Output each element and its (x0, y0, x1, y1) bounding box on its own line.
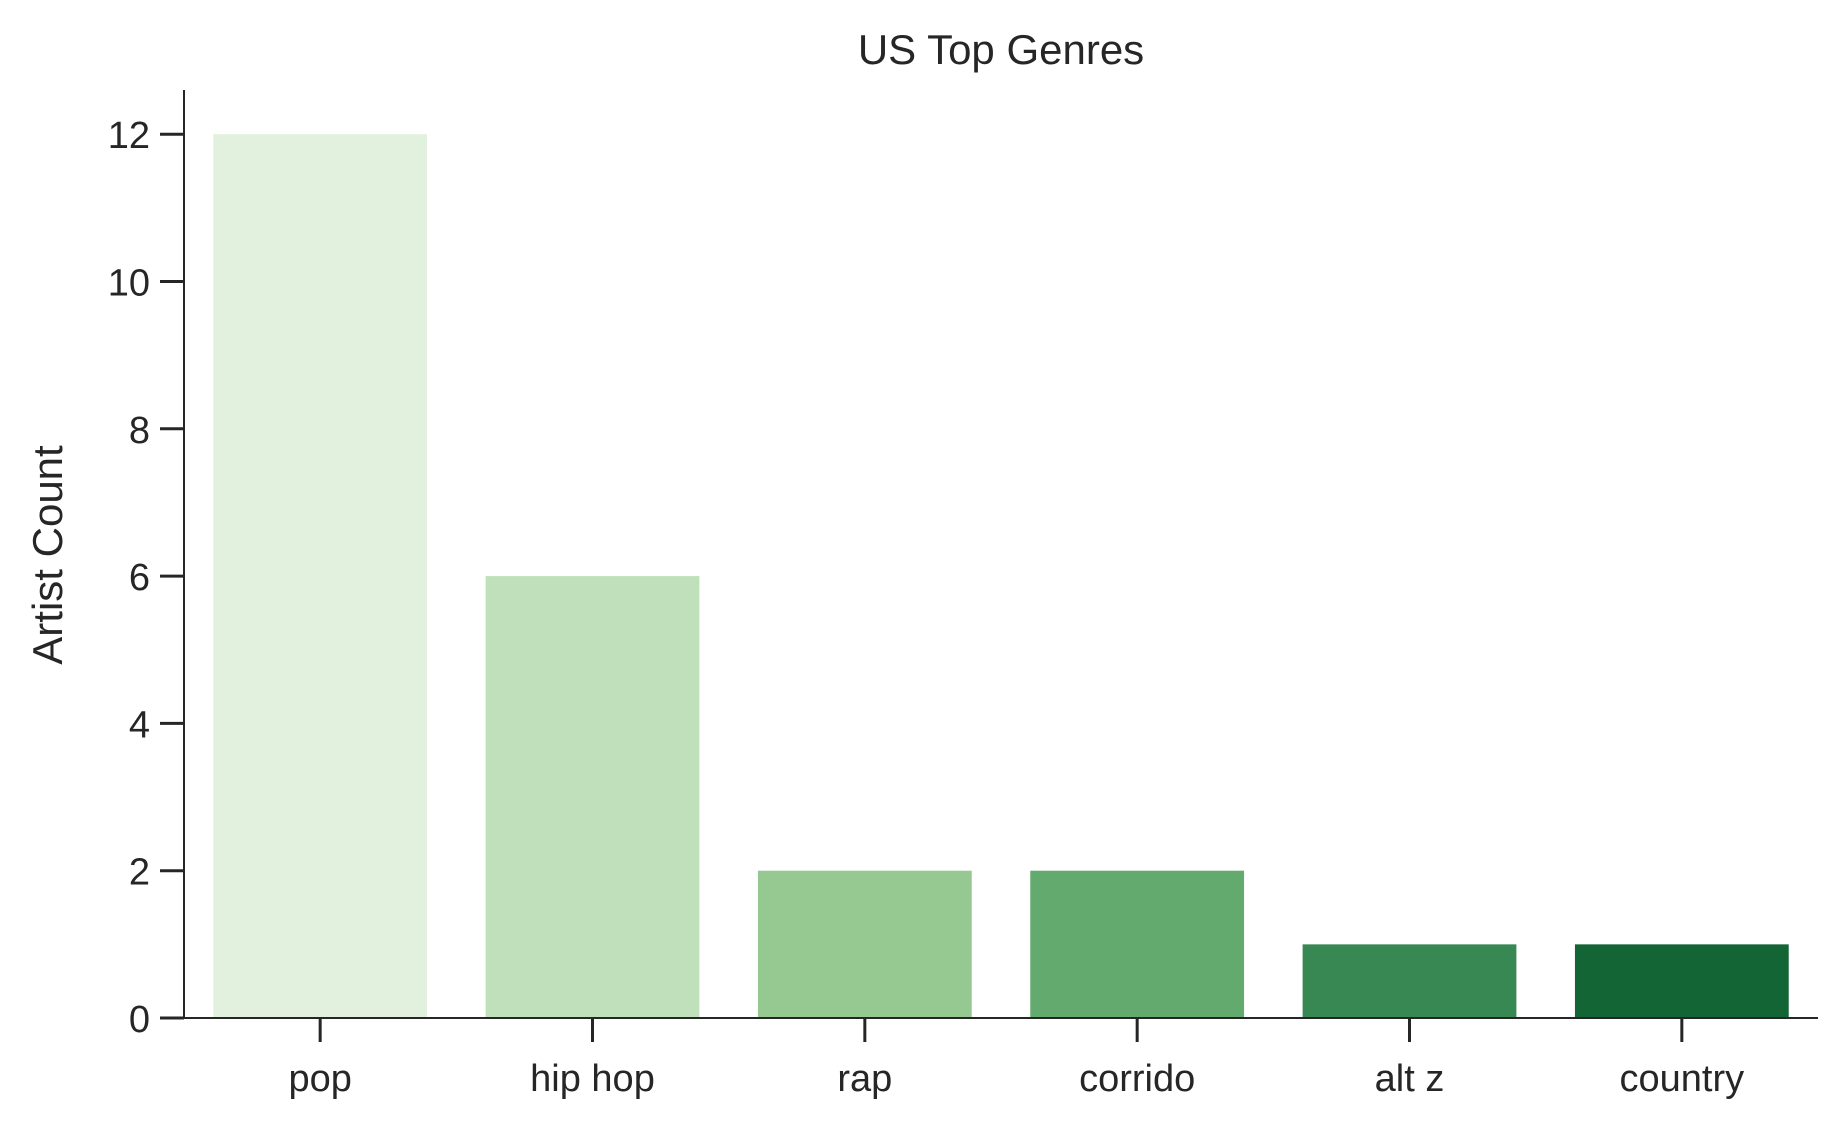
bars-group (213, 134, 1789, 1018)
y-axis: 0 2 4 6 8 10 12 (108, 115, 184, 1041)
y-tick-label: 12 (108, 115, 150, 157)
x-tick-label: pop (288, 1058, 351, 1100)
y-tick-label: 8 (129, 410, 150, 452)
x-tick-label: country (1620, 1058, 1745, 1100)
bar-hip-hop (485, 576, 700, 1018)
x-tick-label: hip hop (530, 1058, 655, 1100)
x-axis: pop hip hop rap corrido alt z country (288, 1018, 1744, 1100)
y-tick-label: 6 (129, 557, 150, 599)
bar-pop (213, 134, 428, 1018)
x-tick-label: corrido (1079, 1058, 1195, 1100)
y-tick-label: 10 (108, 262, 150, 304)
y-axis-label: Artist Count (24, 445, 71, 665)
x-tick-label: rap (837, 1058, 892, 1100)
bar-country (1574, 944, 1789, 1018)
x-tick-label: alt z (1375, 1058, 1445, 1100)
bar-rap (757, 870, 972, 1018)
bar-corrido (1030, 870, 1245, 1018)
y-tick-label: 4 (129, 704, 150, 746)
bar-alt-z (1302, 944, 1517, 1018)
chart-title: US Top Genres (858, 26, 1144, 73)
y-tick-label: 0 (129, 999, 150, 1041)
y-tick-label: 2 (129, 852, 150, 894)
